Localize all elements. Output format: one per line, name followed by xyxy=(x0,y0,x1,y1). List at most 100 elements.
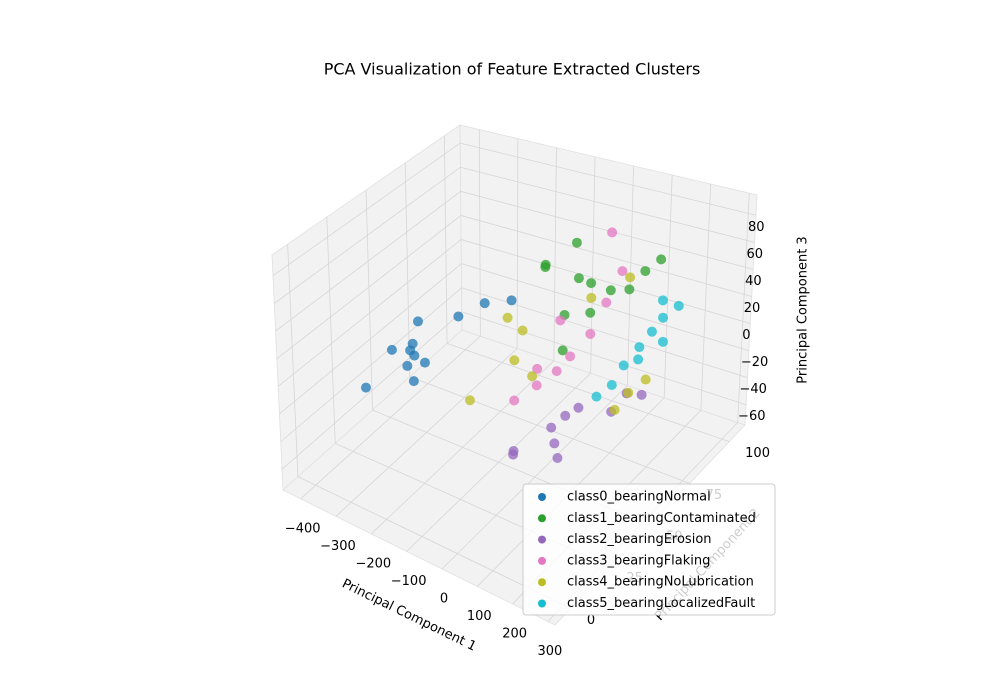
chart-title: PCA Visualization of Feature Extracted C… xyxy=(324,60,701,79)
point xyxy=(657,295,668,306)
point xyxy=(527,371,538,382)
point xyxy=(412,316,423,327)
z-grid-line xyxy=(272,142,461,277)
point xyxy=(658,312,669,323)
y-grid-line xyxy=(365,189,373,411)
point xyxy=(509,355,520,366)
z-grid-line xyxy=(279,263,462,415)
legend-label: class2_bearingErosion xyxy=(567,532,712,547)
legend-marker xyxy=(538,535,546,544)
legend-label: class0_bearingNormal xyxy=(567,490,711,505)
point xyxy=(585,307,596,318)
z-grid-line xyxy=(461,311,747,406)
y-grid-line xyxy=(287,244,299,477)
point xyxy=(419,357,430,368)
back-pane xyxy=(459,124,758,426)
x-grid-line xyxy=(737,193,750,423)
z-grid-line xyxy=(277,239,462,387)
tick-label: −400 xyxy=(285,521,321,536)
tick-label: −100 xyxy=(391,574,427,589)
point xyxy=(605,285,616,296)
point xyxy=(656,254,667,265)
point xyxy=(634,342,645,353)
z-grid-line xyxy=(281,311,463,470)
point xyxy=(517,325,528,336)
point xyxy=(586,292,597,303)
legend-label: class1_bearingContaminated xyxy=(567,511,756,526)
point xyxy=(633,354,644,365)
tick-label: −200 xyxy=(355,556,391,571)
tick-label: 0 xyxy=(587,613,595,628)
point xyxy=(585,328,596,339)
point xyxy=(407,338,418,349)
point xyxy=(586,278,597,289)
z-grid-line xyxy=(460,142,757,216)
y-grid-line xyxy=(443,135,448,344)
x-grid-line xyxy=(663,174,673,398)
tick-label: 80 xyxy=(748,220,765,235)
point xyxy=(502,312,513,323)
point xyxy=(531,380,542,391)
point xyxy=(617,266,628,277)
tick-label: 0 xyxy=(440,591,448,606)
point xyxy=(408,376,419,387)
point xyxy=(532,363,543,374)
legend-marker xyxy=(538,493,546,501)
tick-label: −20 xyxy=(741,355,768,370)
z-grid-line xyxy=(275,191,461,332)
x-grid-line xyxy=(700,184,712,411)
legend-box xyxy=(522,483,776,616)
point xyxy=(540,262,551,273)
point xyxy=(560,410,571,421)
point xyxy=(453,311,464,322)
point xyxy=(551,366,562,377)
point xyxy=(565,351,576,362)
z-axis-label: Principal Component 3 xyxy=(796,236,811,383)
tick-label: 100 xyxy=(745,446,770,461)
tick-label: −300 xyxy=(320,539,356,554)
y-grid-line xyxy=(446,342,730,443)
point xyxy=(673,300,684,311)
point xyxy=(591,391,602,402)
point xyxy=(557,345,568,356)
tick-label: 100 xyxy=(467,609,492,624)
z-grid-line xyxy=(460,166,755,243)
tick-label: 40 xyxy=(745,274,762,289)
tick-label: 200 xyxy=(502,626,527,641)
z-grid-line xyxy=(276,215,462,359)
x-grid-line xyxy=(553,147,557,361)
point xyxy=(618,360,629,371)
point xyxy=(409,350,420,361)
point xyxy=(657,336,668,347)
legend-label: class4_bearingNoLubrication xyxy=(567,575,754,590)
point xyxy=(546,422,557,433)
y-grid-line xyxy=(326,217,336,444)
point xyxy=(640,374,651,385)
legend-label: class3_bearingFlaking xyxy=(567,553,710,568)
point xyxy=(624,284,635,295)
point xyxy=(625,272,636,283)
point xyxy=(609,404,620,415)
legend-marker xyxy=(538,578,546,587)
z-grid-line xyxy=(460,190,754,270)
z-grid-line xyxy=(280,287,462,442)
point xyxy=(640,266,651,277)
tick-label: 60 xyxy=(747,247,764,262)
point xyxy=(360,382,371,393)
tick-label: −40 xyxy=(739,382,766,397)
z-grid-line xyxy=(461,239,751,324)
point xyxy=(508,449,519,460)
legend-marker xyxy=(538,599,546,608)
point xyxy=(479,298,490,309)
x-grid-line xyxy=(516,138,519,349)
point xyxy=(464,395,475,406)
legend-label: class5_bearingLocalizedFault xyxy=(567,596,755,611)
point xyxy=(607,227,618,238)
point xyxy=(506,295,517,306)
point xyxy=(636,389,647,400)
point xyxy=(555,315,566,326)
point xyxy=(623,387,634,398)
point xyxy=(386,344,397,355)
point xyxy=(601,297,612,308)
z-grid-line xyxy=(460,215,752,297)
